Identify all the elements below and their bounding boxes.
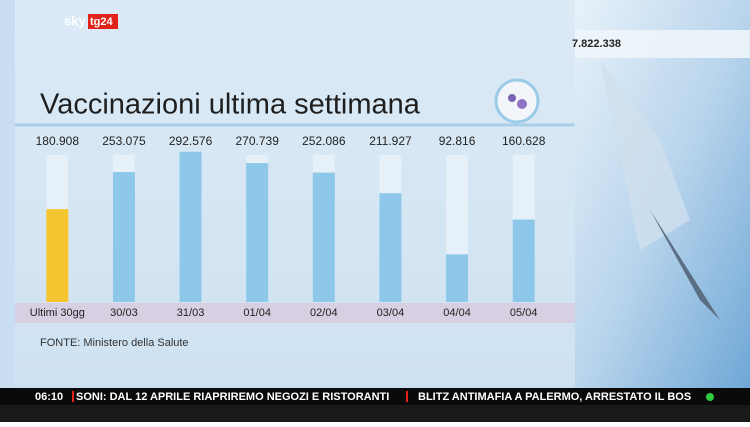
category-strip	[15, 303, 575, 323]
icon	[494, 78, 540, 124]
x-tick-label: 30/03	[110, 307, 138, 319]
x-tick-label: 01/04	[243, 307, 271, 319]
bar	[379, 193, 402, 302]
bar	[512, 219, 535, 302]
counter: 7.822.338	[572, 38, 621, 50]
bar	[312, 172, 335, 302]
value-label: 253.075	[102, 134, 146, 148]
counter-box	[575, 30, 750, 58]
bar	[112, 172, 135, 302]
x-tick-label: Ultimi 30gg	[30, 307, 85, 319]
bar	[446, 254, 469, 302]
ticker-text: SONI: DAL 12 APRILE RIAPRIREMO NEGOZI E …	[76, 391, 389, 403]
panel	[15, 0, 575, 385]
value-label: 211.927	[369, 134, 412, 148]
x-tick-label: 03/04	[377, 307, 405, 319]
ticker-text: BLITZ ANTIMAFIA A PALERMO, ARRESTATO IL …	[418, 391, 691, 403]
clock: 06:10	[35, 391, 63, 403]
ticker-base	[0, 405, 750, 422]
bar	[46, 209, 69, 302]
ticker-sep	[406, 391, 408, 402]
logo-tg-box	[88, 14, 118, 29]
ticker-bar	[0, 388, 750, 405]
vial	[600, 60, 690, 250]
ticker-sep	[72, 391, 74, 402]
icon-dot	[508, 94, 516, 102]
value-label: 270.739	[235, 134, 279, 148]
x-tick-label: 02/04	[310, 307, 338, 319]
bar	[246, 163, 269, 302]
chart-title: Vaccinazioni ultima settimana	[40, 89, 421, 121]
source: FONTE: Ministero della Salute	[40, 337, 189, 349]
icon-dot	[517, 99, 527, 109]
value-label: 252.086	[302, 134, 346, 148]
x-tick-label: 05/04	[510, 307, 538, 319]
x-tick-label: 04/04	[443, 307, 471, 319]
logo-tg: tg24	[90, 16, 114, 28]
bar	[179, 151, 202, 302]
x-tick-label: 31/03	[177, 307, 205, 319]
value-label: 160.628	[502, 134, 546, 148]
live-dot	[706, 393, 714, 401]
value-label: 180.908	[36, 134, 80, 148]
logo-sky: sky	[64, 13, 86, 28]
value-label: 292.576	[169, 134, 213, 148]
value-label: 92.816	[439, 134, 476, 148]
